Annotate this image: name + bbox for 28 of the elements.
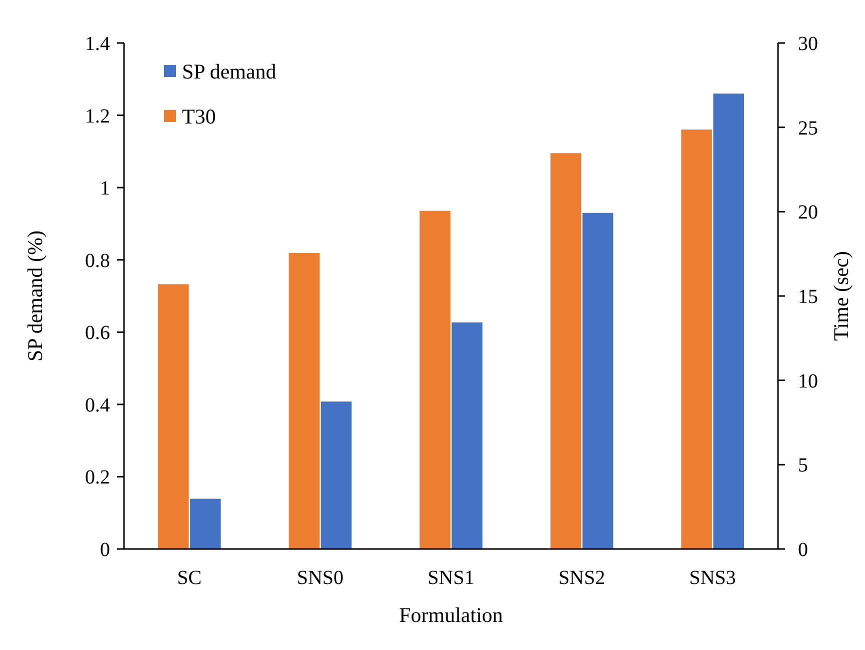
y2-tick-label: 10 xyxy=(798,370,818,392)
x-tick-label: SC xyxy=(177,567,202,589)
bar xyxy=(288,252,320,549)
y-tick-label: 0.8 xyxy=(85,250,110,272)
legend-label: SP demand xyxy=(182,59,277,84)
x-tick-label: SNS3 xyxy=(689,567,736,589)
y-axis-title: SP demand (%) xyxy=(23,230,47,362)
y-tick-label: 1 xyxy=(100,178,110,200)
x-axis-title: Formulation xyxy=(399,603,504,627)
y2-tick-label: 25 xyxy=(798,117,818,140)
y-tick-label: 1.4 xyxy=(85,33,110,55)
y-tick-label: 0 xyxy=(100,539,110,561)
y2-tick-label: 20 xyxy=(798,202,818,224)
y2-tick-label: 30 xyxy=(798,33,818,55)
y2-tick-label: 15 xyxy=(798,286,818,308)
bar xyxy=(158,284,189,549)
legend-label: T30 xyxy=(182,104,216,128)
x-tick-label: SNS1 xyxy=(428,567,474,589)
y2-tick-label: 0 xyxy=(798,539,808,561)
y2-axis-title: Time (sec) xyxy=(829,251,853,341)
bar xyxy=(190,498,221,549)
y-tick-label: 1.2 xyxy=(85,105,110,128)
y-tick-label: 0.6 xyxy=(85,322,110,344)
x-tick-label: SNS2 xyxy=(558,567,606,589)
y-tick-label: 0.4 xyxy=(85,394,110,416)
x-tick-label: SNS0 xyxy=(296,567,344,589)
y2-tick-label: 5 xyxy=(798,454,808,477)
y-tick-label: 0.2 xyxy=(85,466,110,489)
